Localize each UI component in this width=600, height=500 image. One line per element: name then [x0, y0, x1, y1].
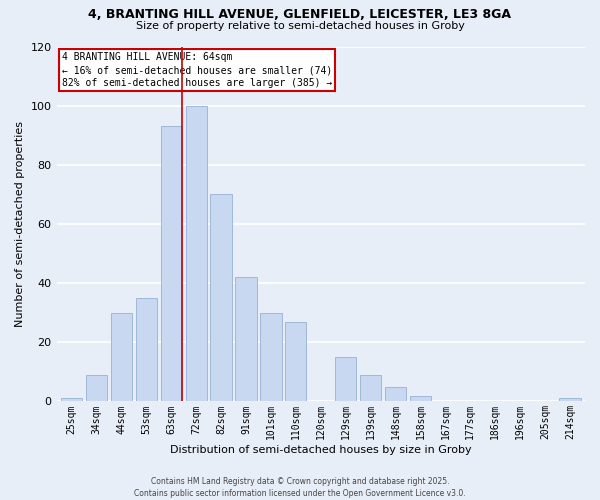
Text: Contains HM Land Registry data © Crown copyright and database right 2025.
Contai: Contains HM Land Registry data © Crown c…: [134, 476, 466, 498]
Bar: [360, 375, 381, 402]
Bar: [559, 398, 581, 402]
Bar: [111, 312, 132, 402]
Bar: [235, 277, 257, 402]
Bar: [385, 386, 406, 402]
X-axis label: Distribution of semi-detached houses by size in Groby: Distribution of semi-detached houses by …: [170, 445, 472, 455]
Bar: [410, 396, 431, 402]
Bar: [260, 312, 281, 402]
Bar: [211, 194, 232, 402]
Bar: [185, 106, 207, 402]
Text: Size of property relative to semi-detached houses in Groby: Size of property relative to semi-detach…: [136, 21, 464, 31]
Bar: [86, 375, 107, 402]
Bar: [161, 126, 182, 402]
Bar: [335, 357, 356, 402]
Bar: [136, 298, 157, 402]
Y-axis label: Number of semi-detached properties: Number of semi-detached properties: [15, 121, 25, 327]
Text: 4 BRANTING HILL AVENUE: 64sqm
← 16% of semi-detached houses are smaller (74)
82%: 4 BRANTING HILL AVENUE: 64sqm ← 16% of s…: [62, 52, 332, 88]
Text: 4, BRANTING HILL AVENUE, GLENFIELD, LEICESTER, LE3 8GA: 4, BRANTING HILL AVENUE, GLENFIELD, LEIC…: [89, 8, 511, 20]
Bar: [285, 322, 307, 402]
Bar: [61, 398, 82, 402]
